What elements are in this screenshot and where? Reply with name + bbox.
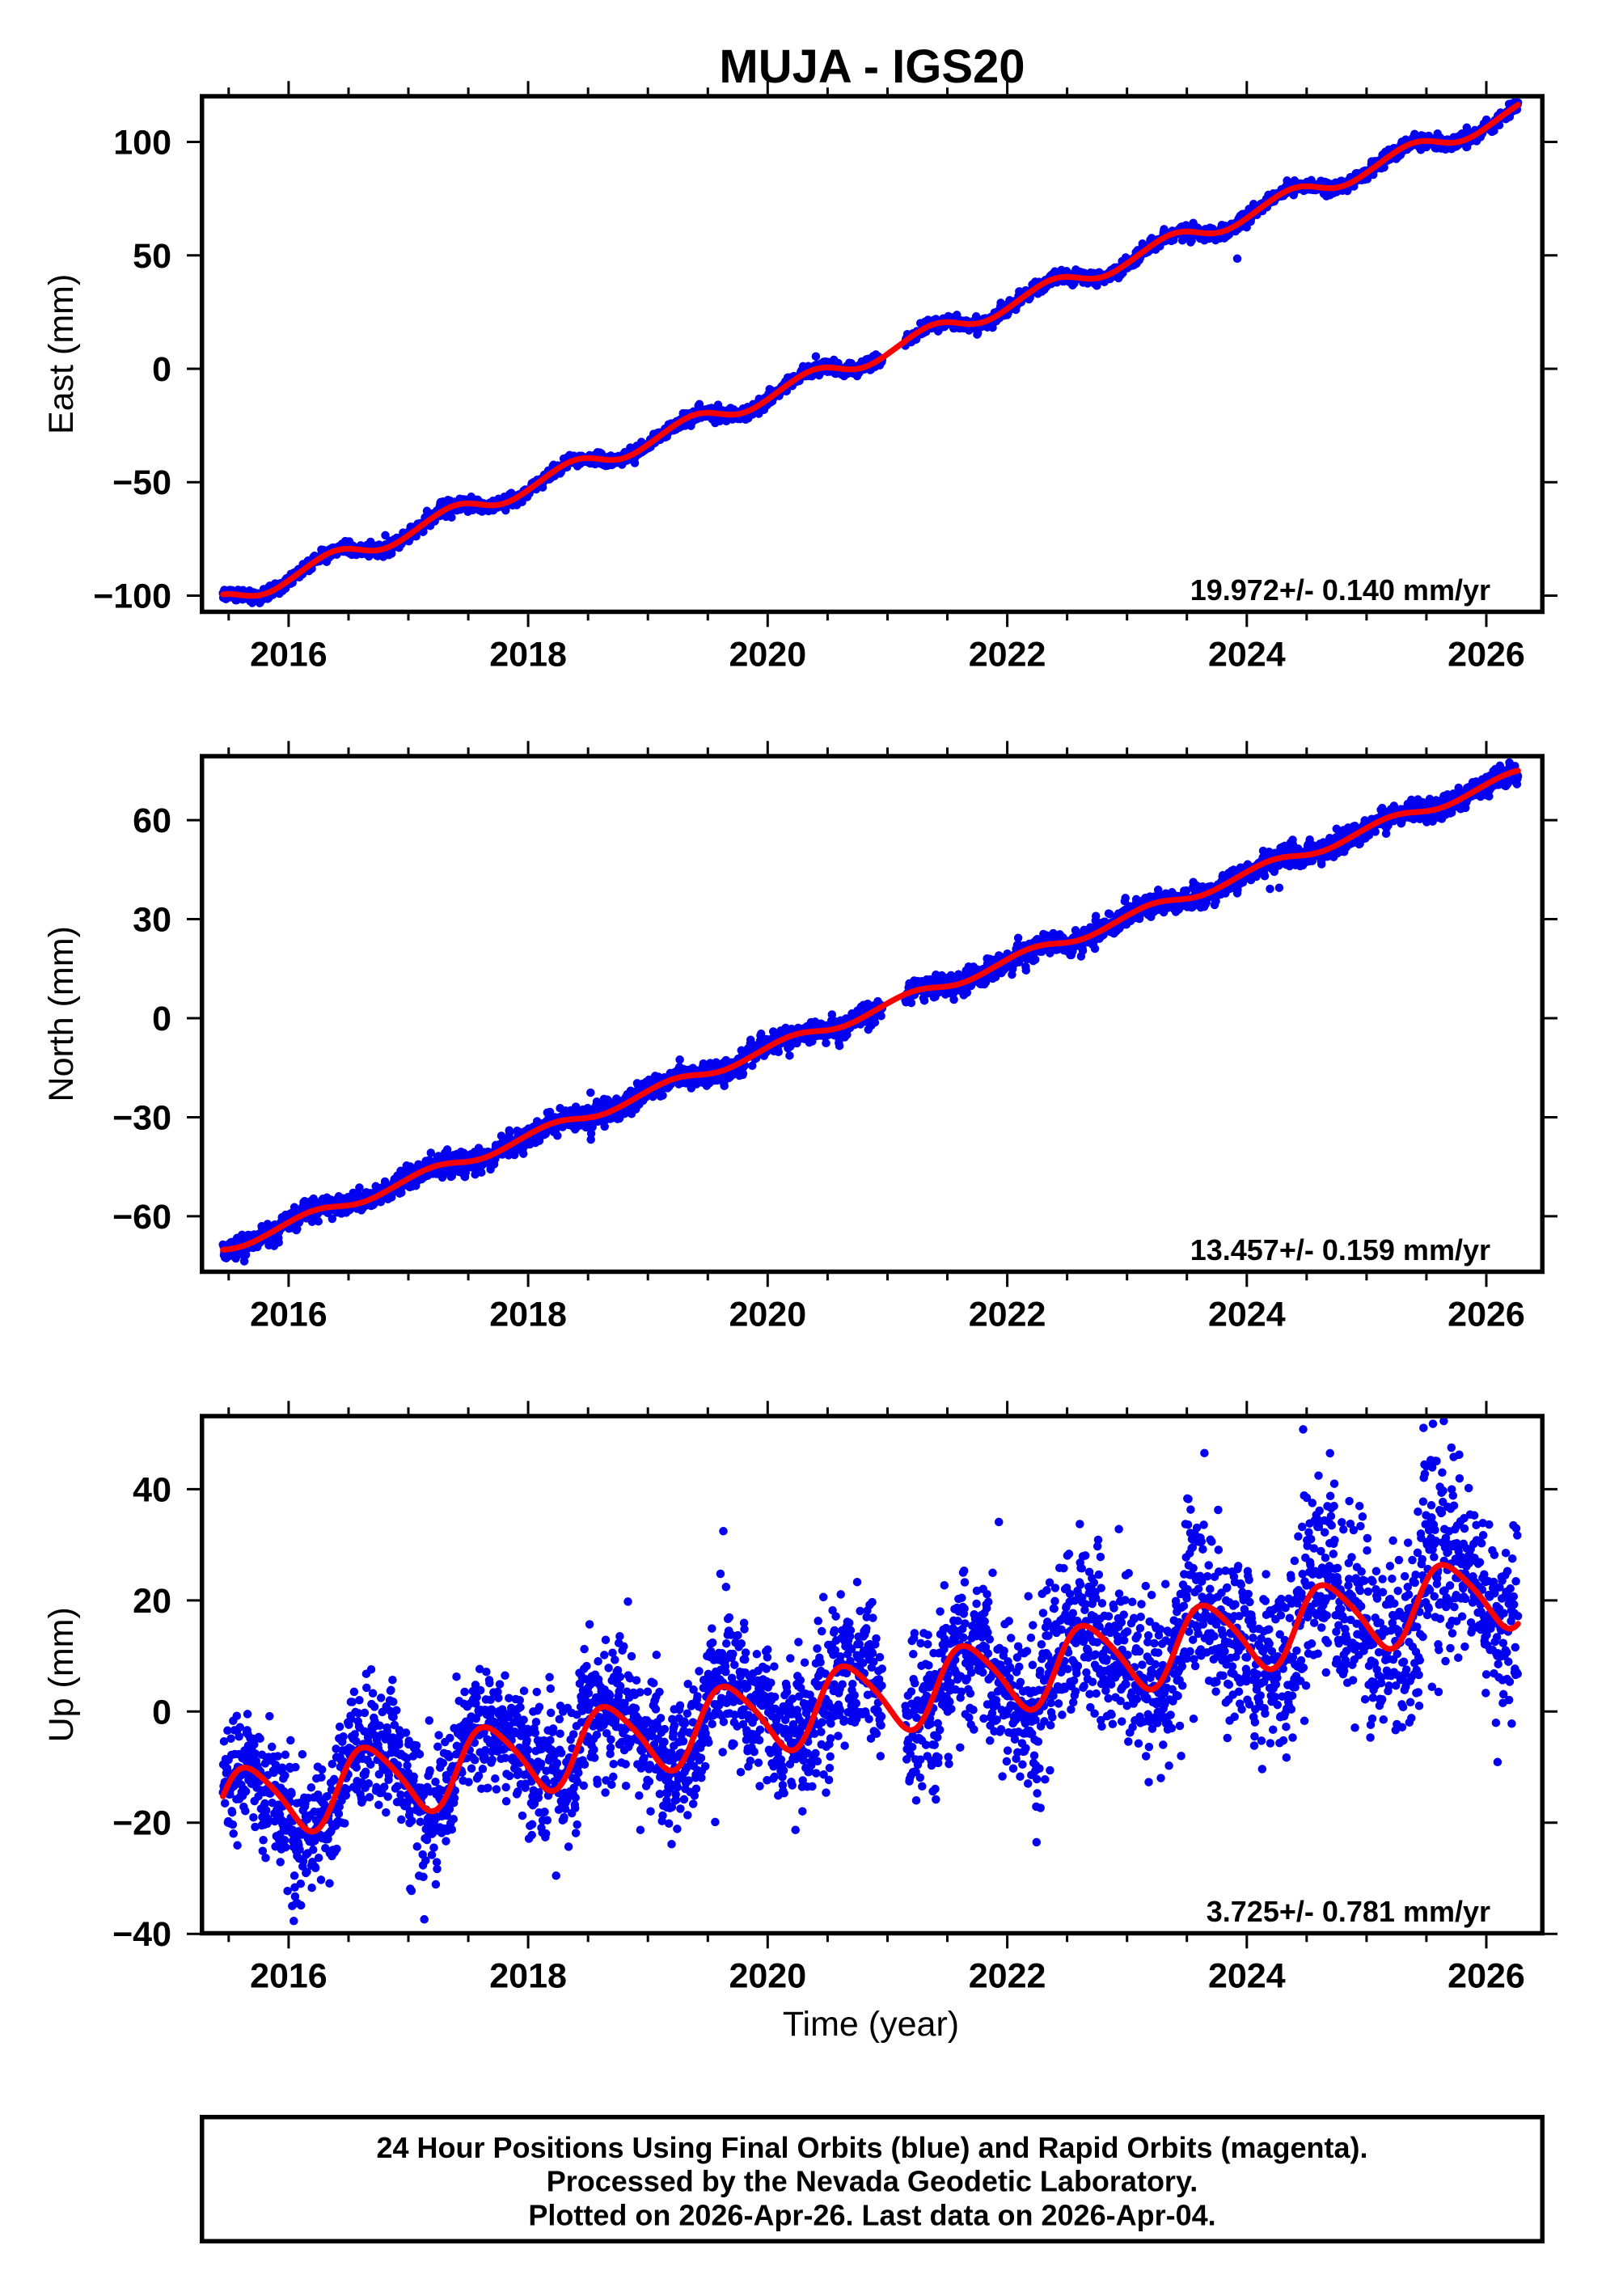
svg-text:East (mm): East (mm)	[42, 274, 81, 434]
svg-text:0: 0	[152, 1000, 171, 1038]
svg-text:2024: 2024	[1208, 1296, 1286, 1334]
svg-text:2016: 2016	[250, 636, 328, 674]
svg-text:2024: 2024	[1208, 1957, 1286, 1996]
svg-text:−60: −60	[112, 1198, 171, 1237]
svg-text:2026: 2026	[1448, 636, 1525, 674]
svg-text:24 Hour Positions Using Final: 24 Hour Positions Using Final Orbits (bl…	[376, 2131, 1367, 2164]
svg-text:−50: −50	[112, 463, 171, 502]
svg-text:2018: 2018	[489, 1296, 567, 1334]
svg-text:2016: 2016	[250, 1957, 328, 1996]
svg-text:Time (year): Time (year)	[783, 2005, 959, 2044]
svg-text:2022: 2022	[969, 636, 1046, 674]
svg-text:Up (mm): Up (mm)	[42, 1607, 81, 1742]
svg-text:−40: −40	[112, 1915, 171, 1954]
svg-text:0: 0	[152, 350, 171, 389]
svg-text:2026: 2026	[1448, 1296, 1525, 1334]
svg-text:−100: −100	[93, 577, 171, 616]
svg-text:2022: 2022	[969, 1957, 1046, 1996]
svg-text:2020: 2020	[729, 1957, 806, 1996]
svg-text:19.972+/- 0.140 mm/yr: 19.972+/- 0.140 mm/yr	[1190, 573, 1490, 607]
svg-text:40: 40	[133, 1470, 171, 1509]
svg-text:2024: 2024	[1208, 636, 1286, 674]
svg-text:13.457+/- 0.159 mm/yr: 13.457+/- 0.159 mm/yr	[1190, 1233, 1490, 1266]
svg-text:20: 20	[133, 1582, 171, 1621]
svg-text:Plotted on 2026-Apr-26. Last d: Plotted on 2026-Apr-26. Last data on 202…	[528, 2198, 1215, 2231]
svg-text:North (mm): North (mm)	[42, 926, 81, 1101]
svg-text:3.725+/- 0.781 mm/yr: 3.725+/- 0.781 mm/yr	[1207, 1895, 1490, 1928]
svg-text:50: 50	[133, 237, 171, 276]
svg-text:−20: −20	[112, 1804, 171, 1843]
svg-text:2020: 2020	[729, 636, 806, 674]
svg-text:100: 100	[113, 124, 171, 163]
svg-text:2020: 2020	[729, 1296, 806, 1334]
svg-text:2026: 2026	[1448, 1957, 1525, 1996]
svg-text:2018: 2018	[489, 1957, 567, 1996]
svg-text:30: 30	[133, 901, 171, 940]
svg-text:−30: −30	[112, 1099, 171, 1138]
svg-text:2018: 2018	[489, 636, 567, 674]
svg-text:2022: 2022	[969, 1296, 1046, 1334]
svg-text:0: 0	[152, 1693, 171, 1732]
svg-text:MUJA - IGS20: MUJA - IGS20	[719, 40, 1025, 93]
svg-text:2016: 2016	[250, 1296, 328, 1334]
svg-text:Processed by the Nevada Geodet: Processed by the Nevada Geodetic Laborat…	[547, 2165, 1198, 2198]
svg-text:60: 60	[133, 801, 171, 840]
